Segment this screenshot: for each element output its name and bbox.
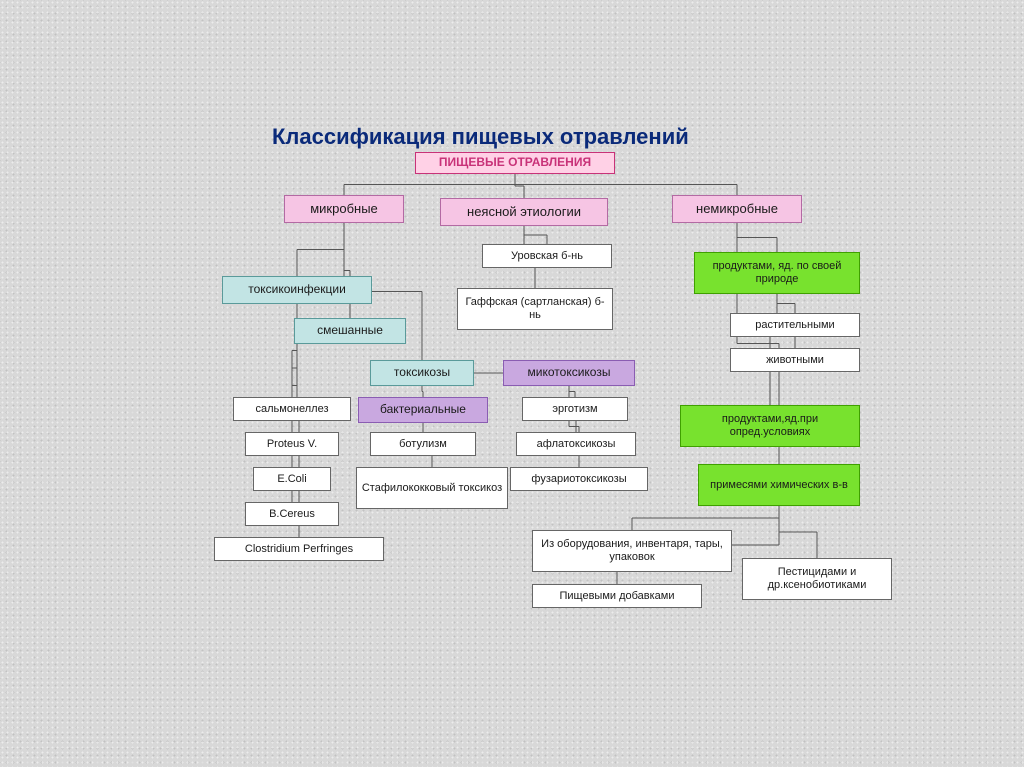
node-toxicoses: токсикозы (370, 360, 474, 386)
node-toxicoinf: токсикоинфекции (222, 276, 372, 304)
node-fusar: фузариотоксикозы (510, 467, 648, 491)
node-chem: примесями химических в-в (698, 464, 860, 506)
diagram-title: Классификация пищевых отравлений (272, 124, 689, 150)
node-myco: микотоксикозы (503, 360, 635, 386)
node-afla: афлатоксикозы (516, 432, 636, 456)
node-salm: сальмонеллез (233, 397, 351, 421)
node-proteus: Proteus V. (245, 432, 339, 456)
node-prod_cond: продуктами,яд.при опред.условиях (680, 405, 860, 447)
node-microbial: микробные (284, 195, 404, 223)
node-ergot: эрготизм (522, 397, 628, 421)
node-animal: животными (730, 348, 860, 372)
node-nonmicrobial: немикробные (672, 195, 802, 223)
node-unclear: неясной этиологии (440, 198, 608, 226)
node-bacterial: бактериальные (358, 397, 488, 423)
node-addit: Пищевыми добавками (532, 584, 702, 608)
node-equip: Из оборудования, инвентаря, тары, упаков… (532, 530, 732, 572)
node-root: ПИЩЕВЫЕ ОТРАВЛЕНИЯ (415, 152, 615, 174)
node-plant: растительными (730, 313, 860, 337)
node-botul: ботулизм (370, 432, 476, 456)
node-prod_nature: продуктами, яд. по своей природе (694, 252, 860, 294)
node-cperf: Clostridium Perfringes (214, 537, 384, 561)
node-ecoli: E.Coli (253, 467, 331, 491)
node-mixed: смешанные (294, 318, 406, 344)
edges-layer (0, 0, 1024, 767)
node-pest: Пестицидами и др.ксенобиотиками (742, 558, 892, 600)
node-staph: Стафилококковый токсикоз (356, 467, 508, 509)
node-gaff: Гаффская (сартланская) б-нь (457, 288, 613, 330)
node-urov: Уровская б-нь (482, 244, 612, 268)
classification-diagram: Классификация пищевых отравлений ПИЩЕВЫЕ… (0, 0, 1024, 767)
node-bcer: B.Cereus (245, 502, 339, 526)
